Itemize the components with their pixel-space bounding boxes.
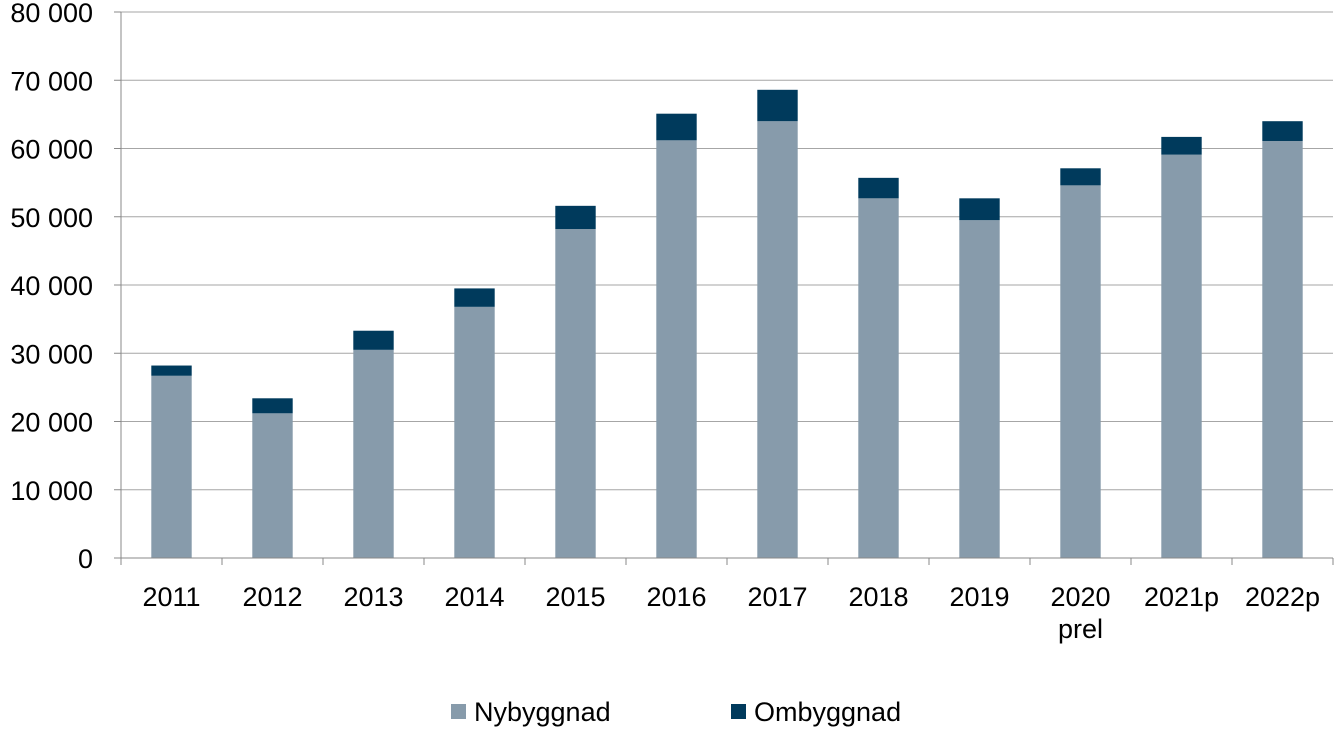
y-tick-label: 40 000 [10,271,93,301]
y-tick-label: 70 000 [10,66,93,96]
x-tick-label: 2011 [142,582,200,612]
x-tick-label: 2021p [1144,582,1219,612]
bar-ombyggnad-2020-prel [1060,168,1101,186]
bar-ombyggnad-2013 [353,330,394,350]
bar-ombyggnad-2012 [252,398,293,414]
bar-nybyggnad-2011 [151,375,192,558]
y-tick-label: 30 000 [10,339,93,369]
bar-ombyggnad-2021p [1161,136,1202,155]
x-tick-label: 2012 [242,582,302,612]
legend: Nybyggnad Ombyggnad [451,697,901,727]
bar-ombyggnad-2011 [151,365,192,376]
y-tick-label: 80 000 [10,0,93,28]
y-tick-label: 60 000 [10,135,93,165]
legend-item-ombyggnad: Ombyggnad [731,697,901,727]
bar-ombyggnad-2022p [1262,121,1303,141]
bar-nybyggnad-2020-prel [1060,185,1101,559]
x-tick-label: 2014 [444,582,504,612]
y-axis: 0 10 000 20 000 30 000 40 000 50 000 60 000 70 … [10,0,122,574]
legend-swatch [731,704,746,719]
bar-nybyggnad-2019 [959,220,1000,558]
x-axis: 2011 2012 2013 2014 2015 2016 2017 2018 2019 2020… [120,557,1334,644]
x-tick-label: 2018 [848,582,908,612]
bar-nybyggnad-2018 [858,198,899,558]
x-tick-label: 2013 [343,582,403,612]
bar-ombyggnad-2019 [959,198,1000,221]
legend-swatch [451,704,466,719]
legend-label: Ombyggnad [754,697,901,727]
x-tick-label: 2015 [545,582,605,612]
bar-ombyggnad-2015 [555,205,596,230]
legend-item-nybyggnad: Nybyggnad [451,697,611,727]
bar-ombyggnad-2014 [454,288,495,307]
bar-nybyggnad-2021p [1161,154,1202,558]
bar-ombyggnad-2016 [656,113,697,141]
x-tick-label: 2017 [747,582,807,612]
legend-label: Nybyggnad [474,697,611,727]
bar-nybyggnad-2013 [353,349,394,558]
gridlines [121,11,1333,491]
y-tick-label: 20 000 [10,408,93,438]
bar-ombyggnad-2018 [858,177,899,199]
bar-ombyggnad-2017 [757,89,798,122]
x-tick-label: 2020 prel [1050,582,1110,644]
y-tick-label: 0 [78,544,93,574]
x-tick-label: 2016 [646,582,706,612]
y-tick-label: 50 000 [10,203,93,233]
x-tick-label: 2019 [949,582,1009,612]
x-tick-label: 2022p [1245,582,1320,612]
bar-nybyggnad-2014 [454,306,495,558]
bar-nybyggnad-2016 [656,140,697,558]
bar-nybyggnad-2017 [757,121,798,558]
bars [151,89,1303,559]
bar-nybyggnad-2015 [555,229,596,558]
bar-nybyggnad-2012 [252,413,293,558]
y-tick-label: 10 000 [10,476,93,506]
bar-nybyggnad-2022p [1262,140,1303,558]
